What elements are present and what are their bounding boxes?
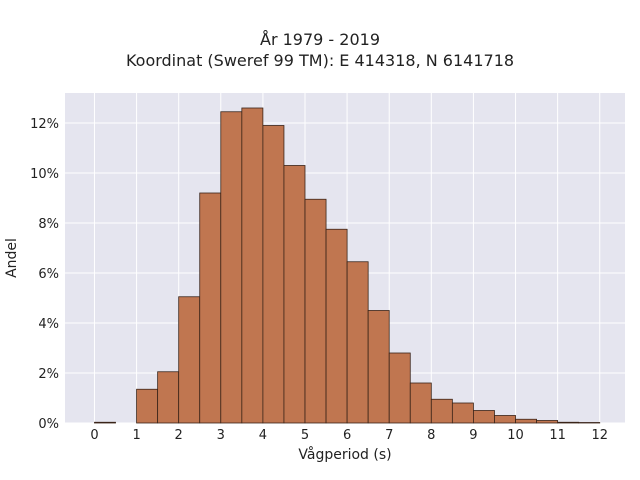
y-tick-label: 10% [30, 167, 59, 182]
histogram-bar [346, 261, 369, 424]
y-tick-label: 0% [38, 417, 59, 432]
x-tick-label: 8 [427, 428, 435, 443]
histogram-bar [409, 382, 432, 424]
x-tick-label: 1 [132, 428, 140, 443]
x-tick-label: 12 [591, 428, 608, 443]
chart-subtitle: Koordinat (Sweref 99 TM): E 414318, N 61… [125, 51, 515, 70]
y-tick-label: 12% [30, 117, 59, 132]
x-axis-label: Vågperiod (s) [298, 447, 392, 463]
histogram-bar [94, 421, 116, 424]
x-tick-label: 3 [217, 428, 225, 443]
histogram-bar [557, 421, 580, 424]
histogram-bar [178, 296, 201, 424]
x-tick-label: 10 [507, 428, 524, 443]
x-tick-label: 9 [469, 428, 477, 443]
histogram-bar [325, 228, 348, 424]
histogram-bar [157, 371, 180, 424]
histogram-bar [367, 310, 390, 424]
histogram-bar [136, 388, 159, 424]
histogram-bar [451, 402, 474, 424]
y-tick-label: 2% [38, 367, 59, 382]
y-axis-ticks: 0% 2% 4% 6% 8% 10% 12% [30, 117, 59, 432]
histogram-bar [536, 420, 559, 424]
histogram-bar [262, 125, 285, 424]
x-axis-ticks: 0 1 2 3 4 5 6 7 8 9 10 11 12 [90, 428, 608, 443]
histogram-bar [220, 111, 243, 424]
x-tick-label: 5 [301, 428, 309, 443]
histogram-bar [199, 192, 222, 424]
x-tick-label: 4 [259, 428, 267, 443]
x-tick-label: 0 [90, 428, 98, 443]
y-tick-label: 8% [38, 217, 59, 232]
histogram-bar [578, 422, 601, 424]
x-tick-label: 7 [385, 428, 393, 443]
histogram-bar [304, 198, 327, 424]
histogram-bar [430, 398, 453, 424]
y-tick-label: 4% [38, 317, 59, 332]
bars [94, 107, 601, 424]
x-tick-label: 11 [549, 428, 566, 443]
histogram-bar [283, 165, 306, 424]
histogram-bar [515, 418, 537, 424]
histogram-bar [494, 415, 516, 424]
y-axis-label: Andel [3, 238, 20, 278]
histogram-bar [241, 107, 264, 424]
x-tick-label: 2 [175, 428, 183, 443]
x-tick-label: 6 [343, 428, 351, 443]
chart-title: År 1979 - 2019 [260, 30, 380, 49]
histogram-bar [473, 410, 495, 424]
y-tick-label: 6% [38, 267, 59, 282]
histogram-bar [388, 352, 411, 424]
